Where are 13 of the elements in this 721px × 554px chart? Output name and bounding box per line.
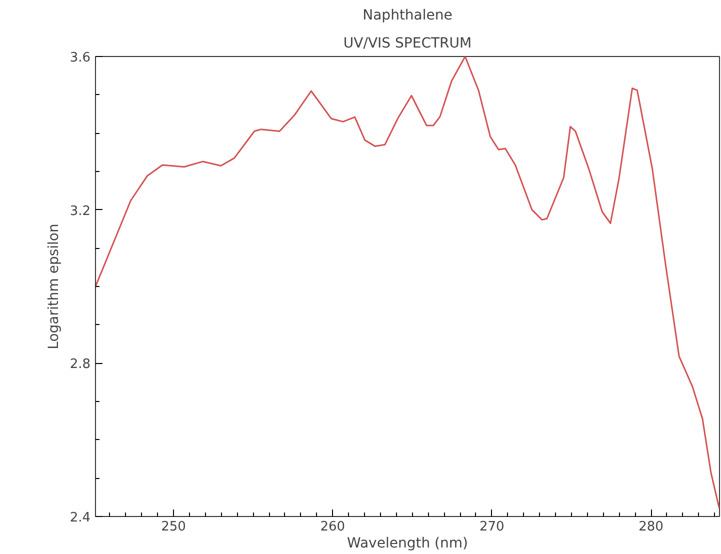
- y-tick-label: 3.6: [70, 50, 91, 66]
- x-tick-label: 270: [479, 520, 504, 534]
- line-series: [96, 56, 720, 509]
- y-tick-label: 2.8: [70, 357, 91, 372]
- x-axis-title: Wavelength (nm): [347, 536, 468, 552]
- chart-title: Naphthalene: [362, 8, 452, 24]
- x-tick-label: 280: [638, 520, 664, 534]
- y-tick-label: 2.4: [70, 510, 91, 526]
- y-tick-label: 3.2: [70, 204, 91, 219]
- x-tick-label: 250: [161, 520, 186, 534]
- chart-subtitle: UV/VIS SPECTRUM: [343, 36, 472, 52]
- y-axis-title: Logarithm epsilon: [46, 224, 62, 350]
- x-tick-label: 260: [320, 520, 346, 534]
